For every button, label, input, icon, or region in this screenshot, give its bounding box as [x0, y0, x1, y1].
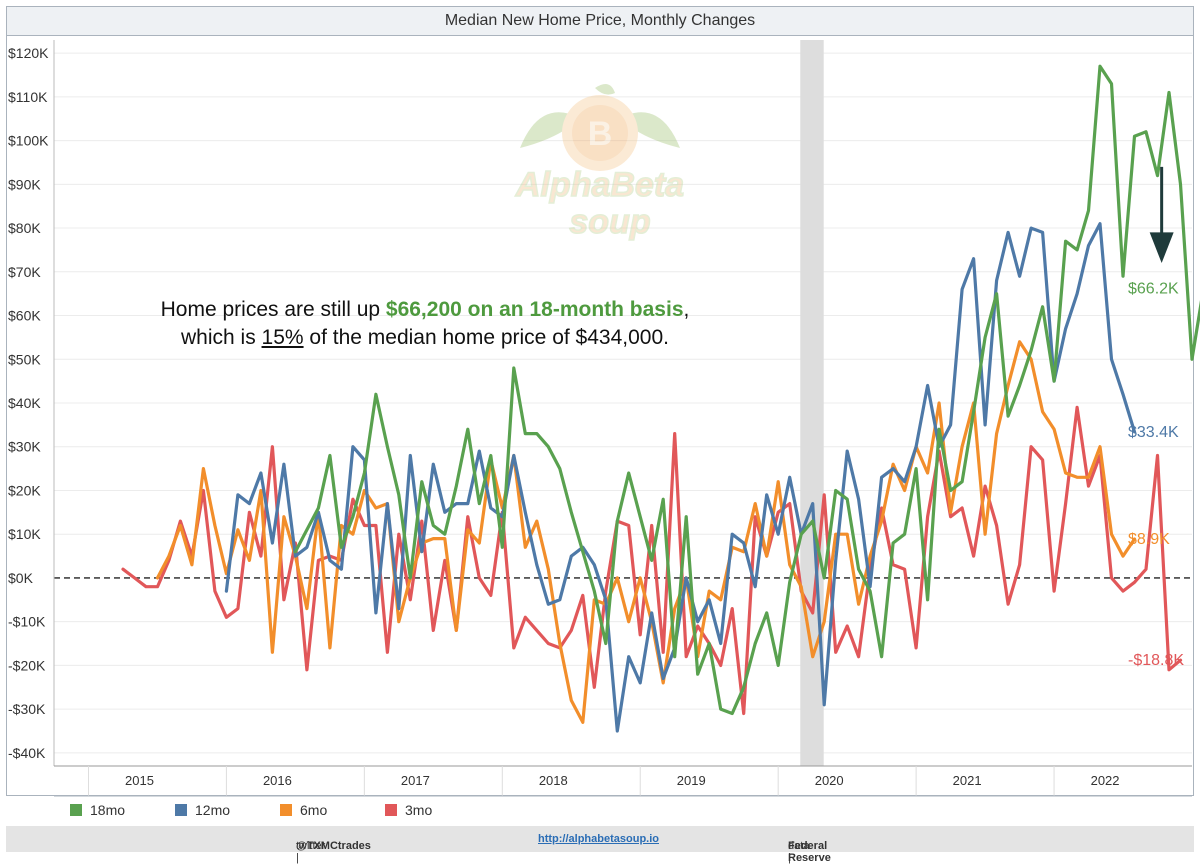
legend-swatch [175, 804, 187, 816]
y-tick-label: $90K [8, 176, 41, 192]
twitter-handle[interactable]: @TXMCtrades [296, 840, 371, 852]
y-tick-label: $100K [8, 133, 49, 149]
y-tick-label: $10K [8, 526, 41, 542]
legend-item-6mo[interactable]: 6mo [280, 800, 385, 820]
website-link[interactable]: http://alphabetasoup.io [538, 833, 659, 845]
axis-layer: -$40K -$30K -$20K -$10K $0K $10K $20K $30K $40K $… [8, 40, 1192, 797]
y-tick-label: $70K [8, 264, 41, 280]
x-tick-label: 2021 [953, 773, 982, 788]
x-tick-label: 2018 [539, 773, 568, 788]
svg-text:soup: soup [569, 203, 650, 241]
y-tick-label: $110K [8, 89, 48, 105]
x-tick-label: 2016 [263, 773, 292, 788]
annotation-line-2: which is 15% of the median home price of… [181, 326, 669, 349]
chart-title: Median New Home Price, Monthly Changes [6, 6, 1194, 36]
end-label-6mo: $8.9K [1128, 531, 1170, 548]
series-line-6mo [155, 340, 1137, 724]
y-tick-label: $20K [8, 482, 41, 498]
y-tick-label: $80K [8, 220, 41, 236]
x-tick-label: 2019 [677, 773, 706, 788]
line-chart: -$40K -$30K -$20K -$10K $0K $10K $20K $30K $40K $… [8, 40, 1200, 797]
annotation-percent: 15% [261, 326, 304, 349]
end-label-3mo: -$18.8K [1128, 652, 1184, 669]
alphabetasoup-logo: B AlphaBeta soup [514, 84, 685, 242]
series-line-18mo [293, 64, 1200, 716]
y-tick-label: $40K [8, 395, 41, 411]
end-label-12mo: $33.4K [1128, 424, 1179, 441]
legend-item-18mo[interactable]: 18mo [70, 800, 175, 820]
y-tick-label: $60K [8, 308, 41, 324]
end-label-layer: $66.2K $33.4K $8.9K -$18.8K [1128, 280, 1184, 669]
y-tick-label: -$10K [8, 614, 46, 630]
y-tick-label: -$20K [8, 657, 46, 673]
legend-swatch [70, 804, 82, 816]
annotation-highlight: $66,200 on an 18-month basis [385, 298, 684, 321]
arrow-layer [1149, 166, 1174, 264]
down-arrow-head [1149, 232, 1174, 264]
y-tick-label: $30K [8, 439, 41, 455]
series-layer [121, 64, 1200, 733]
legend: 18mo 12mo 6mo 3mo [70, 800, 490, 820]
series-line-12mo [224, 222, 1137, 733]
y-tick-label: $50K [8, 351, 41, 367]
annotation-text: Home prices are still up $66,200 on an 1… [100, 296, 750, 352]
legend-swatch [280, 804, 292, 816]
x-tick-label: 2017 [401, 773, 430, 788]
x-tick-label: 2022 [1091, 773, 1120, 788]
series-line-3mo [121, 405, 1183, 716]
x-tick-label: 2015 [125, 773, 154, 788]
end-label-18mo: $66.2K [1128, 280, 1179, 297]
annotation-line-1: Home prices are still up $66,200 on an 1… [160, 298, 690, 321]
footer: twitter | @TXMCtrades http://alphabetaso… [6, 826, 1194, 864]
svg-text:AlphaBeta: AlphaBeta [515, 166, 684, 204]
legend-item-12mo[interactable]: 12mo [175, 800, 280, 820]
y-tick-label: $0K [8, 570, 34, 586]
svg-text:B: B [588, 115, 613, 153]
x-tick-label: 2020 [815, 773, 844, 788]
legend-swatch [385, 804, 397, 816]
y-tick-label: $120K [8, 45, 49, 61]
y-tick-label: -$40K [8, 745, 46, 761]
y-tick-label: -$30K [8, 701, 46, 717]
legend-item-3mo[interactable]: 3mo [385, 800, 490, 820]
